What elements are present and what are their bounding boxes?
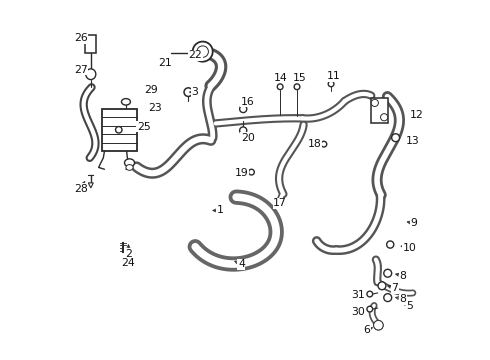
Text: 16: 16 xyxy=(241,97,255,107)
Text: 28: 28 xyxy=(74,184,88,194)
Text: 9: 9 xyxy=(410,218,417,228)
Ellipse shape xyxy=(374,320,383,330)
Text: 4: 4 xyxy=(238,259,245,269)
Text: 22: 22 xyxy=(189,50,202,60)
Text: 18: 18 xyxy=(308,139,322,149)
Bar xyxy=(85,36,96,53)
Ellipse shape xyxy=(294,84,300,90)
Ellipse shape xyxy=(392,134,399,141)
Circle shape xyxy=(197,46,208,57)
Ellipse shape xyxy=(321,141,327,147)
Circle shape xyxy=(381,114,388,121)
Ellipse shape xyxy=(248,169,254,175)
Bar xyxy=(371,98,389,123)
Text: 29: 29 xyxy=(144,85,158,95)
Circle shape xyxy=(371,99,378,107)
Text: 1: 1 xyxy=(217,206,223,216)
Text: 12: 12 xyxy=(410,111,423,121)
Ellipse shape xyxy=(328,81,334,87)
Text: 5: 5 xyxy=(407,301,414,311)
Circle shape xyxy=(374,320,383,330)
Ellipse shape xyxy=(378,282,386,290)
Text: 13: 13 xyxy=(406,136,420,145)
Text: 20: 20 xyxy=(241,133,255,143)
Ellipse shape xyxy=(86,69,96,80)
Text: 19: 19 xyxy=(235,168,248,178)
Ellipse shape xyxy=(384,269,392,277)
Text: 26: 26 xyxy=(74,33,88,43)
Ellipse shape xyxy=(122,99,130,105)
Ellipse shape xyxy=(367,291,373,297)
Ellipse shape xyxy=(184,88,193,96)
Text: 25: 25 xyxy=(137,122,151,132)
Text: 17: 17 xyxy=(273,198,287,208)
Text: 2: 2 xyxy=(125,248,132,258)
Text: 11: 11 xyxy=(327,71,341,81)
Ellipse shape xyxy=(116,127,122,133)
Circle shape xyxy=(193,41,213,62)
Ellipse shape xyxy=(387,241,394,248)
Ellipse shape xyxy=(126,165,133,170)
Text: 31: 31 xyxy=(351,291,365,301)
Text: 14: 14 xyxy=(274,73,288,83)
Text: 3: 3 xyxy=(192,87,198,97)
Text: 21: 21 xyxy=(158,58,172,68)
Bar xyxy=(101,109,137,151)
Ellipse shape xyxy=(277,84,283,90)
Text: 8: 8 xyxy=(399,271,406,281)
Text: 23: 23 xyxy=(148,103,162,113)
Ellipse shape xyxy=(124,159,135,167)
Ellipse shape xyxy=(240,105,247,113)
Text: 6: 6 xyxy=(364,325,370,335)
Text: 24: 24 xyxy=(122,258,135,268)
Ellipse shape xyxy=(240,127,247,134)
Text: 10: 10 xyxy=(403,243,417,253)
Text: 15: 15 xyxy=(293,73,306,83)
Text: 30: 30 xyxy=(351,307,365,317)
Text: 27: 27 xyxy=(74,64,88,75)
Polygon shape xyxy=(88,183,93,188)
Text: 7: 7 xyxy=(392,283,398,293)
Text: 8: 8 xyxy=(399,294,406,304)
Ellipse shape xyxy=(367,306,373,312)
Ellipse shape xyxy=(384,294,392,302)
